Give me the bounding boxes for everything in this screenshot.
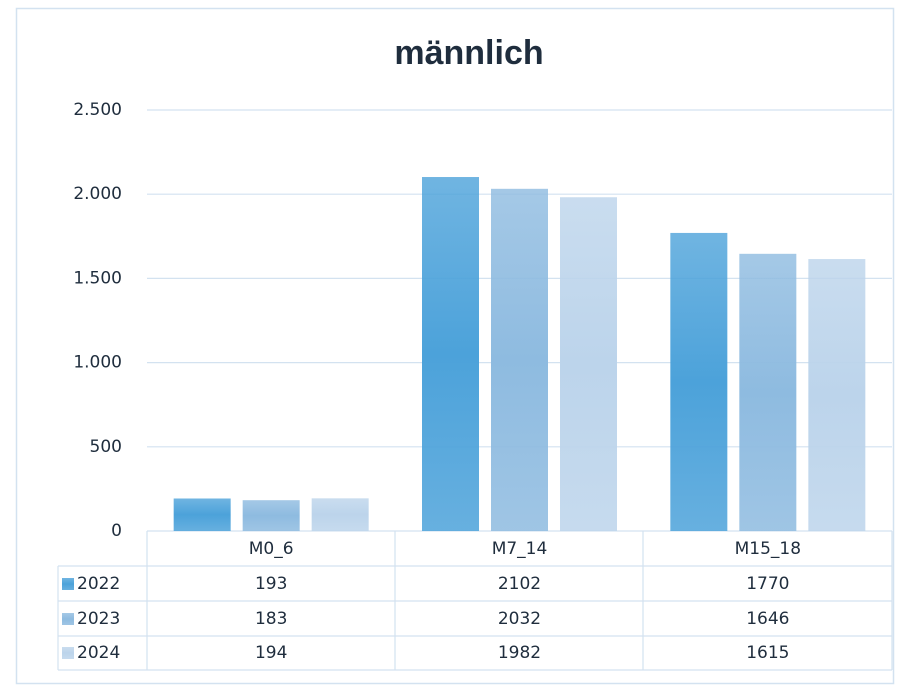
chart-title: männlich [394, 34, 543, 72]
bar [311, 498, 369, 531]
bar [808, 259, 866, 531]
y-tick-label: 500 [90, 437, 122, 457]
bar [670, 232, 728, 531]
table-value: 2102 [498, 574, 541, 594]
table-value: 1982 [498, 643, 541, 663]
table-value: 194 [255, 643, 287, 663]
bar [739, 253, 797, 531]
y-tick-label: 2.000 [73, 184, 122, 204]
table-value: 1615 [746, 643, 789, 663]
x-tick-label: M7_14 [492, 539, 548, 559]
legend-label: 2024 [77, 643, 120, 663]
bar [173, 498, 231, 531]
legend-swatch [62, 613, 74, 625]
y-tick-label: 1.500 [73, 268, 122, 288]
y-tick-label: 0 [111, 521, 122, 541]
y-tick-label: 1.000 [73, 353, 122, 373]
table-value: 193 [255, 574, 287, 594]
y-tick-label: 2.500 [73, 100, 122, 120]
data-table-frame [57, 531, 893, 671]
bar [242, 500, 300, 531]
x-tick-label: M0_6 [249, 539, 294, 559]
bar [422, 177, 479, 531]
table-value: 1646 [746, 609, 789, 629]
legend-label: 2022 [77, 574, 120, 594]
x-tick-label: M15_18 [735, 539, 801, 559]
table-value: 1770 [746, 574, 789, 594]
bar [560, 197, 617, 531]
table-value: 2032 [498, 609, 541, 629]
legend-swatch [62, 578, 74, 590]
table-value: 183 [255, 609, 287, 629]
legend-swatch [62, 647, 74, 659]
bar [491, 188, 548, 531]
legend-label: 2023 [77, 609, 120, 629]
